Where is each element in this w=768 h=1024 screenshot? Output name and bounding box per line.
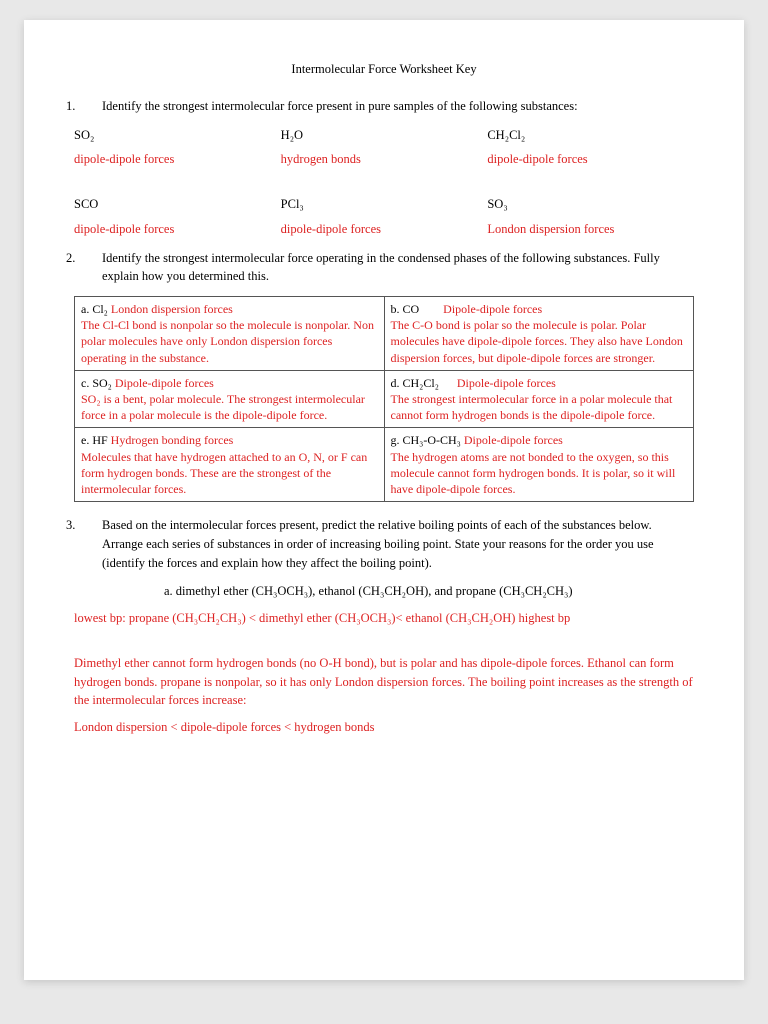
cell-b-force: Dipole-dipole forces [443, 302, 542, 316]
question-2: 2.Identify the strongest intermolecular … [102, 249, 694, 287]
worksheet-page: Intermolecular Force Worksheet Key 1.Ide… [24, 20, 744, 980]
cell-e-expl: Molecules that have hydrogen attached to… [81, 450, 367, 496]
cell-c-force: Dipole-dipole forces [115, 376, 214, 390]
cell-e-force: Hydrogen bonding forces [111, 433, 234, 447]
q1-text: Identify the strongest intermolecular fo… [102, 99, 578, 113]
q1-r2-c: SO₃ [487, 195, 694, 214]
q1-r2-b: PCl₃ [281, 195, 488, 214]
q1-row2-answers: dipole-dipole forces dipole-dipole force… [74, 220, 694, 239]
q2-text: Identify the strongest intermolecular fo… [102, 251, 660, 284]
q3-answer-ranking: London dispersion < dipole-dipole forces… [74, 718, 694, 737]
question-3: 3.Based on the intermolecular forces pre… [102, 516, 694, 572]
q1-a1-c: dipole-dipole forces [487, 150, 694, 169]
q3-text: Based on the intermolecular forces prese… [102, 518, 654, 570]
q1-r1-a: SO₂ [74, 126, 281, 145]
q1-row2-formulas: SCO PCl₃ SO₃ [74, 195, 694, 214]
cell-d: d. CH₂Cl₂ Dipole-dipole forces The stron… [384, 370, 694, 428]
q2-answer-table: a. Cl₂ London dispersion forces The Cl-C… [74, 296, 694, 502]
q3-sub-a: a. dimethyl ether (CH₃OCH₃), ethanol (CH… [164, 582, 694, 601]
cell-d-expl: The strongest intermolecular force in a … [391, 392, 673, 422]
q1-number: 1. [84, 97, 102, 116]
question-1: 1.Identify the strongest intermolecular … [102, 97, 694, 116]
cell-b-label: b. CO [391, 302, 420, 316]
q2-number: 2. [84, 249, 102, 268]
cell-a: a. Cl₂ London dispersion forces The Cl-C… [75, 297, 385, 371]
q1-a1-b: hydrogen bonds [281, 150, 488, 169]
cell-g-label: g. CH₃-O-CH₃ [391, 433, 464, 447]
cell-a-expl: The Cl-Cl bond is nonpolar so the molecu… [81, 318, 374, 364]
cell-a-label: a. Cl₂ [81, 302, 111, 316]
cell-c-label: c. SO₂ [81, 376, 115, 390]
q1-row1-formulas: SO₂ H₂O CH₂Cl₂ [74, 126, 694, 145]
cell-b: b. CO Dipole-dipole forces The C-O bond … [384, 297, 694, 371]
cell-d-label: d. CH₂Cl₂ [391, 376, 439, 390]
cell-c: c. SO₂ Dipole-dipole forces SO₂ is a ben… [75, 370, 385, 428]
q3-answer-order: lowest bp: propane (CH₃CH₂CH₃) < dimethy… [74, 609, 694, 628]
cell-b-expl: The C-O bond is polar so the molecule is… [391, 318, 683, 364]
q1-a1-a: dipole-dipole forces [74, 150, 281, 169]
q1-r2-a: SCO [74, 195, 281, 214]
cell-d-force: Dipole-dipole forces [457, 376, 556, 390]
q3-answer-explanation: Dimethyl ether cannot form hydrogen bond… [74, 654, 694, 710]
q1-a2-c: London dispersion forces [487, 220, 694, 239]
cell-e: e. HF Hydrogen bonding forces Molecules … [75, 428, 385, 502]
q1-row1-answers: dipole-dipole forces hydrogen bonds dipo… [74, 150, 694, 169]
cell-g-expl: The hydrogen atoms are not bonded to the… [391, 450, 676, 496]
cell-a-force: London dispersion forces [111, 302, 233, 316]
q1-r1-b: H₂O [281, 126, 488, 145]
page-title: Intermolecular Force Worksheet Key [74, 60, 694, 79]
q1-a2-b: dipole-dipole forces [281, 220, 488, 239]
cell-g: g. CH₃-O-CH₃ Dipole-dipole forces The hy… [384, 428, 694, 502]
q1-r1-c: CH₂Cl₂ [487, 126, 694, 145]
q1-a2-a: dipole-dipole forces [74, 220, 281, 239]
q3-number: 3. [84, 516, 102, 535]
cell-g-force: Dipole-dipole forces [464, 433, 563, 447]
cell-c-expl: SO₂ is a bent, polar molecule. The stron… [81, 392, 365, 422]
cell-e-label: e. HF [81, 433, 111, 447]
